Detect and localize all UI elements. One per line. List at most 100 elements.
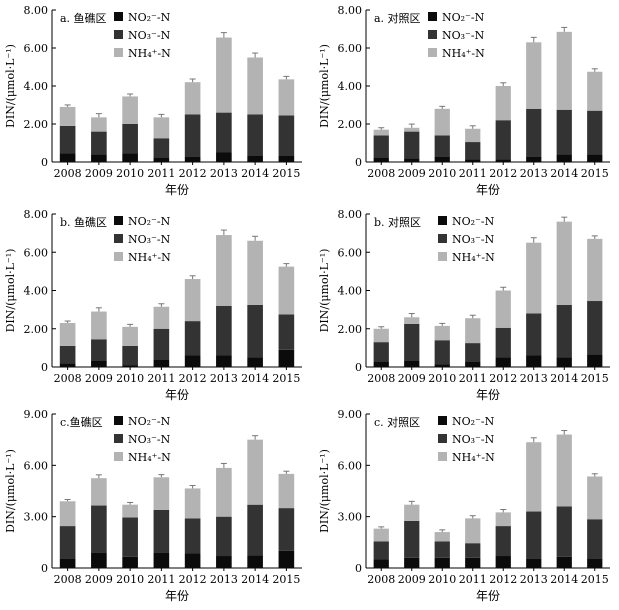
- legend-swatch-nh4: [114, 252, 123, 261]
- y-axis-label: DIN/(μmol·L⁻¹): [318, 44, 331, 128]
- bar-segment-no3: [404, 520, 420, 558]
- x-tick-label: 2011: [147, 167, 175, 180]
- bar-segment-no2: [526, 355, 542, 367]
- x-tick-label: 2013: [210, 372, 238, 385]
- bar-segment-nh4: [404, 504, 420, 521]
- y-tick-label: 3.00: [338, 511, 363, 524]
- bar-segment-nh4: [278, 473, 295, 509]
- bar-segment-no3: [495, 526, 511, 557]
- bar-segment-no3: [122, 517, 138, 557]
- legend-swatch-nh4: [114, 452, 123, 461]
- legend-swatch-no2: [438, 216, 447, 225]
- bar-segment-no3: [59, 345, 76, 364]
- x-tick-label: 2010: [428, 167, 456, 180]
- bar-segment-no3: [587, 519, 603, 559]
- bar-segment-no2: [465, 159, 481, 162]
- y-tick-label: 0: [355, 156, 362, 169]
- bar-segment-nh4: [434, 325, 450, 341]
- panel-title: c.鱼礁区: [60, 415, 103, 429]
- y-axis-label: DIN/(μmol·L⁻¹): [4, 44, 17, 128]
- legend-label-no2: NO₂⁻-N: [452, 415, 495, 428]
- legend-swatch-no3: [428, 30, 437, 39]
- bar-segment-no3: [526, 108, 542, 157]
- bar-segment-nh4: [59, 106, 76, 126]
- bar-segment-no3: [216, 112, 232, 153]
- bar-segment-no2: [153, 157, 170, 162]
- bar-segment-no2: [495, 556, 511, 568]
- y-tick-label: 8.00: [24, 4, 49, 17]
- y-tick-label: 6.00: [24, 42, 49, 55]
- legend-swatch-no2: [438, 416, 447, 425]
- bar-segment-no2: [278, 155, 295, 162]
- x-tick-label: 2012: [489, 167, 517, 180]
- bar-segment-nh4: [556, 31, 572, 110]
- bar-segment-no3: [434, 340, 450, 365]
- legend-swatch-no3: [114, 434, 123, 443]
- bar-segment-no3: [216, 516, 232, 557]
- y-tick-label: 2.00: [338, 118, 363, 131]
- legend-label-nh4: NH₄⁺-N: [128, 451, 171, 464]
- bar-segment-nh4: [153, 477, 170, 510]
- legend-swatch-nh4: [114, 48, 123, 57]
- y-tick-label: 0: [355, 361, 362, 374]
- y-tick-label: 2.00: [24, 118, 49, 131]
- bar-segment-no2: [495, 159, 511, 162]
- bar-segment-no3: [465, 343, 481, 362]
- bar-segment-no2: [434, 156, 450, 162]
- y-tick-label: 0: [355, 562, 362, 575]
- y-axis-label: DIN/(μmol·L⁻¹): [4, 449, 17, 533]
- bar-segment-no2: [216, 556, 232, 568]
- bar-segment-no2: [278, 349, 295, 367]
- bar-segment-nh4: [373, 129, 389, 136]
- legend-swatch-nh4: [438, 252, 447, 261]
- x-axis-label: 年份: [165, 388, 189, 402]
- bar-segment-no2: [59, 363, 76, 367]
- x-axis-label: 年份: [476, 388, 500, 402]
- bar-segment-nh4: [434, 108, 450, 136]
- x-tick-label: 2009: [398, 167, 426, 180]
- x-tick-label: 2011: [459, 573, 487, 586]
- x-tick-label: 2015: [272, 573, 300, 586]
- bar-segment-nh4: [278, 79, 295, 116]
- y-tick-label: 8.00: [338, 4, 363, 17]
- bar-segment-nh4: [587, 238, 603, 302]
- x-tick-label: 2010: [116, 573, 144, 586]
- y-tick-label: 9.00: [338, 408, 363, 421]
- bar-segment-nh4: [556, 221, 572, 305]
- bar-segment-no2: [526, 558, 542, 568]
- legend-label-no3: NO₃⁻-N: [128, 233, 171, 246]
- bar-segment-no3: [556, 304, 572, 358]
- x-tick-label: 2013: [520, 372, 548, 385]
- bar-segment-nh4: [404, 317, 420, 324]
- x-tick-label: 2011: [459, 372, 487, 385]
- bar-segment-no3: [247, 304, 263, 358]
- bar-segment-no2: [556, 556, 572, 568]
- bar-segment-no3: [278, 508, 295, 551]
- bar-segment-nh4: [216, 37, 232, 113]
- x-tick-label: 2013: [520, 573, 548, 586]
- x-tick-label: 2010: [116, 167, 144, 180]
- x-axis-label: 年份: [165, 589, 189, 603]
- bar-segment-no3: [404, 323, 420, 361]
- bar-segment-no3: [587, 110, 603, 155]
- y-tick-label: 0: [41, 562, 48, 575]
- legend-swatch-no3: [438, 234, 447, 243]
- legend-label-no2: NO₂⁻-N: [128, 11, 171, 24]
- x-tick-label: 2012: [179, 372, 207, 385]
- bar-segment-no2: [434, 364, 450, 367]
- bar-segment-nh4: [465, 518, 481, 544]
- x-tick-label: 2010: [428, 372, 456, 385]
- x-tick-label: 2014: [550, 372, 578, 385]
- x-tick-label: 2011: [147, 573, 175, 586]
- bar-segment-nh4: [556, 434, 572, 507]
- bar-segment-no3: [184, 321, 201, 356]
- bar-segment-no3: [373, 342, 389, 362]
- x-tick-label: 2013: [210, 167, 238, 180]
- x-tick-label: 2011: [459, 167, 487, 180]
- legend-label-nh4: NH₄⁺-N: [452, 251, 495, 264]
- x-axis-label: 年份: [476, 183, 500, 197]
- bar-segment-no3: [556, 109, 572, 155]
- legend-label-nh4: NH₄⁺-N: [128, 251, 171, 264]
- bar-segment-nh4: [404, 127, 420, 132]
